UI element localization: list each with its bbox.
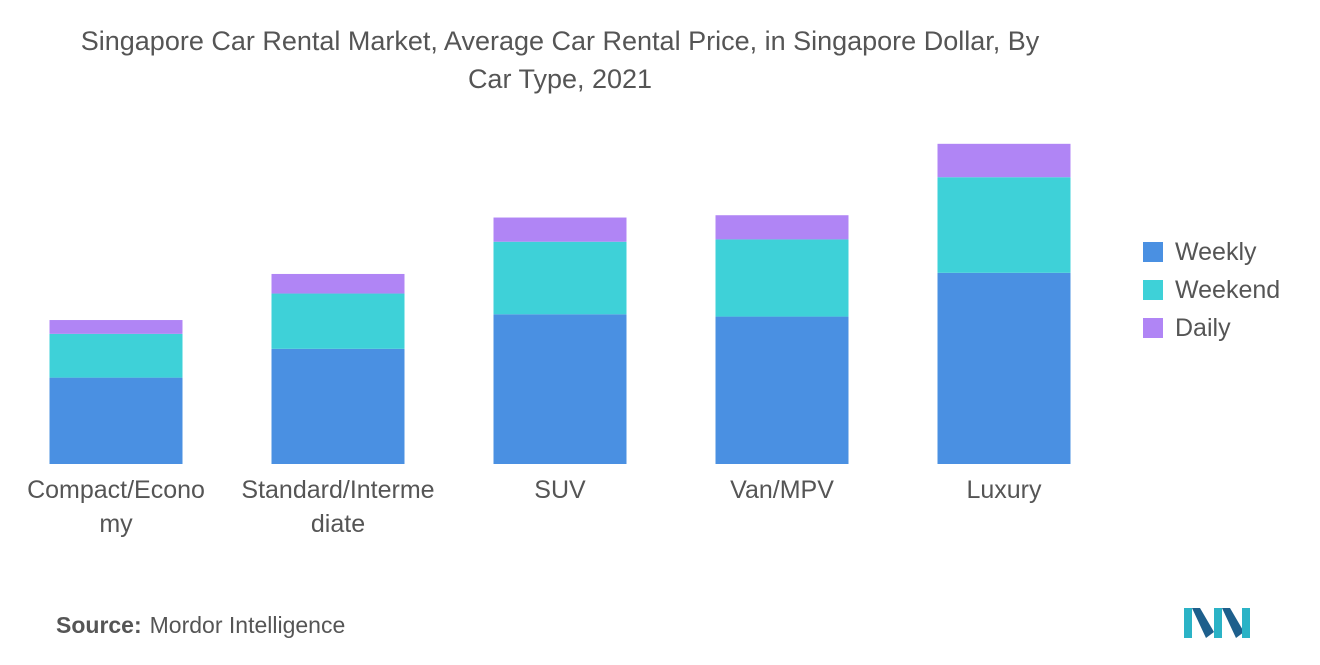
- x-tick-label-1-1: diate: [311, 510, 365, 538]
- legend-item-daily: Daily: [1143, 309, 1280, 347]
- chart-title-line1: Singapore Car Rental Market, Average Car…: [80, 26, 1040, 56]
- source-note: Source: Mordor Intelligence: [56, 612, 345, 639]
- bar-weekend-0: [49, 333, 183, 378]
- bar-weekend-2: [493, 241, 627, 315]
- legend-item-weekend: Weekend: [1143, 271, 1280, 309]
- legend-label-daily: Daily: [1175, 313, 1231, 342]
- x-tick-label-3-0: Van/MPV: [730, 476, 834, 504]
- bar-daily-0: [49, 320, 183, 334]
- x-tick-label-2-0: SUV: [534, 476, 586, 504]
- legend-item-weekly: Weekly: [1143, 233, 1280, 271]
- x-tick-label-0-1: my: [99, 510, 133, 538]
- bar-weekly-0: [49, 377, 183, 464]
- bar-weekly-2: [493, 314, 627, 464]
- chart-legend: Weekly Weekend Daily: [1143, 233, 1280, 347]
- source-text: Mordor Intelligence: [149, 612, 346, 638]
- x-tick-label-4-0: Luxury: [966, 476, 1042, 504]
- bar-weekly-1: [271, 348, 405, 464]
- source-label: Source:: [56, 612, 142, 638]
- legend-swatch-weekend: [1143, 280, 1163, 300]
- chart-title: Singapore Car Rental Market, Average Car…: [0, 22, 1120, 98]
- bar-daily-1: [271, 273, 405, 294]
- bar-weekly-4: [937, 272, 1071, 464]
- chart-title-line2: Car Type, 2021: [467, 64, 653, 94]
- legend-label-weekly: Weekly: [1175, 237, 1257, 266]
- legend-swatch-daily: [1143, 318, 1163, 338]
- chart-plot: Compact/Econo my Standard/Interme diate SUV V…: [27, 143, 1071, 538]
- bar-daily-4: [937, 143, 1071, 178]
- legend-label-weekend: Weekend: [1175, 275, 1281, 304]
- x-tick-label-0-0: Compact/Econo: [27, 476, 205, 504]
- bar-weekend-4: [937, 177, 1071, 273]
- bar-weekend-3: [715, 239, 849, 317]
- x-tick-label-1-0: Standard/Interme: [241, 476, 434, 504]
- mordor-logo: [1184, 608, 1250, 638]
- legend-swatch-weekly: [1143, 242, 1163, 262]
- bar-daily-3: [715, 215, 849, 240]
- bar-daily-2: [493, 217, 627, 242]
- bar-weekend-1: [271, 293, 405, 349]
- bar-weekly-3: [715, 316, 849, 464]
